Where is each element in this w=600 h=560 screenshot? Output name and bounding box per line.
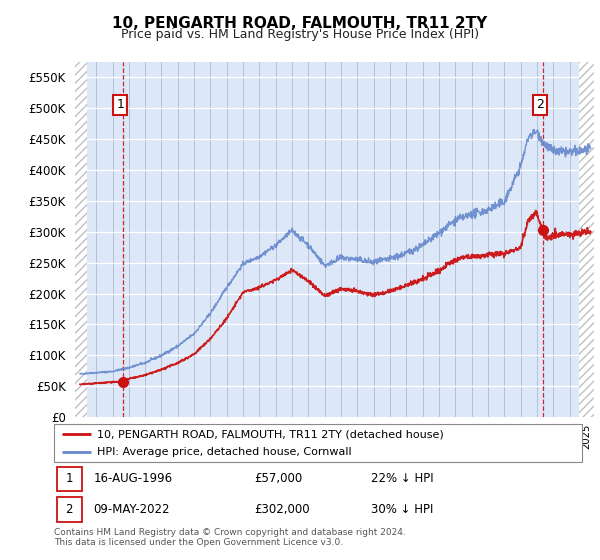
Text: 1: 1 (116, 99, 124, 111)
Bar (56, 497, 82, 522)
Text: Contains HM Land Registry data © Crown copyright and database right 2024.
This d: Contains HM Land Registry data © Crown c… (54, 528, 406, 547)
Text: £57,000: £57,000 (254, 473, 303, 486)
Bar (56, 466, 82, 491)
Text: 09-MAY-2022: 09-MAY-2022 (94, 503, 170, 516)
Text: 30% ↓ HPI: 30% ↓ HPI (371, 503, 433, 516)
Text: 10, PENGARTH ROAD, FALMOUTH, TR11 2TY: 10, PENGARTH ROAD, FALMOUTH, TR11 2TY (112, 16, 488, 31)
Text: 2: 2 (65, 503, 73, 516)
Text: £302,000: £302,000 (254, 503, 310, 516)
Text: 2: 2 (536, 99, 544, 111)
Text: 22% ↓ HPI: 22% ↓ HPI (371, 473, 433, 486)
Text: 16-AUG-1996: 16-AUG-1996 (94, 473, 173, 486)
Text: HPI: Average price, detached house, Cornwall: HPI: Average price, detached house, Corn… (97, 447, 352, 457)
Text: 10, PENGARTH ROAD, FALMOUTH, TR11 2TY (detached house): 10, PENGARTH ROAD, FALMOUTH, TR11 2TY (d… (97, 429, 444, 439)
Text: Price paid vs. HM Land Registry's House Price Index (HPI): Price paid vs. HM Land Registry's House … (121, 28, 479, 41)
Text: 1: 1 (65, 473, 73, 486)
